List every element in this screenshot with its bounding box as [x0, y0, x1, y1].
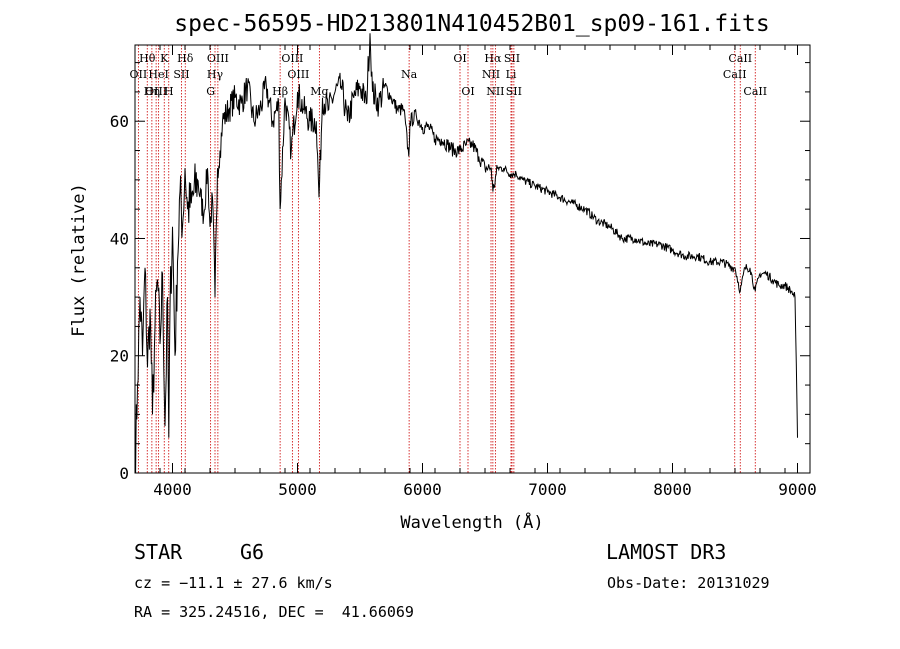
emission-line-label-3: K — [160, 52, 169, 65]
x-tick-label-8000: 8000 — [653, 480, 692, 499]
spectral-subclass: G6 — [240, 540, 265, 564]
emission-line-label-4: HeI — [148, 68, 168, 81]
emission-line-label-15: Mg — [310, 85, 328, 98]
y-tick-label-20: 20 — [110, 347, 129, 366]
x-tick-label-4000: 4000 — [153, 480, 192, 499]
emission-line-label-18: OI — [461, 85, 474, 98]
emission-line-label-2: OIII — [145, 85, 167, 98]
emission-line-label-25: CaII — [728, 52, 752, 65]
chart-title: spec-56595-HD213801N410452B01_sp09-161.f… — [174, 11, 769, 37]
spectrum-line — [135, 33, 798, 474]
x-tick-label-6000: 6000 — [403, 480, 442, 499]
survey-name: LAMOST DR3 — [606, 540, 727, 564]
observation-date: Obs-Date: 20131029 — [607, 574, 770, 592]
y-axis-label: Flux (relative) — [69, 183, 89, 337]
emission-line-label-16: Na — [401, 68, 418, 81]
emission-line-label-5: Hη — [144, 85, 160, 98]
emission-line-label-17: OI — [453, 52, 466, 65]
x-tick-label-9000: 9000 — [778, 480, 817, 499]
emission-line-label-9: OIII — [207, 52, 229, 65]
emission-line-label-6: H — [164, 85, 174, 98]
emission-line-label-10: Hγ — [207, 68, 224, 81]
emission-line-label-20: NII — [482, 68, 500, 81]
emission-line-label-22: SII — [504, 52, 520, 65]
plot-frame — [134, 44, 811, 474]
y-tick-label-0: 0 — [119, 464, 129, 483]
y-tick-label-40: 40 — [110, 229, 129, 248]
emission-line-label-26: CaII — [723, 68, 747, 81]
emission-line-label-27: CaII — [743, 85, 767, 98]
emission-line-label-1: OII — [130, 68, 148, 81]
emission-line-label-24: SII — [506, 85, 522, 98]
redshift-velocity: cz = −11.1 ± 27.6 km/s — [134, 574, 333, 592]
emission-line-label-14: OIII — [287, 68, 309, 81]
x-tick-label-5000: 5000 — [278, 480, 317, 499]
coordinates: RA = 325.24516, DEC = 41.66069 — [134, 603, 414, 621]
emission-line-label-23: Li — [506, 68, 517, 81]
emission-line-label-13: OIII — [281, 52, 303, 65]
x-tick-label-7000: 7000 — [528, 480, 567, 499]
emission-line-label-0: Hθ — [139, 52, 156, 65]
emission-line-label-19: Hα — [484, 52, 502, 65]
y-tick-label-60: 60 — [110, 112, 129, 131]
emission-line-label-7: SII — [173, 68, 189, 81]
axes: 4000 5000 6000 7000 8000 9000 0 20 40 60 — [110, 44, 817, 499]
emission-line-label-8: Hδ — [177, 52, 194, 65]
x-axis-label: Wavelength (Å) — [400, 511, 543, 533]
emission-line-label-11: G — [206, 85, 215, 98]
spectrum-series — [135, 33, 798, 474]
object-type: STAR — [134, 540, 183, 564]
emission-line-label-12: Hβ — [272, 85, 288, 98]
emission-line-label-21: NII — [486, 85, 504, 98]
